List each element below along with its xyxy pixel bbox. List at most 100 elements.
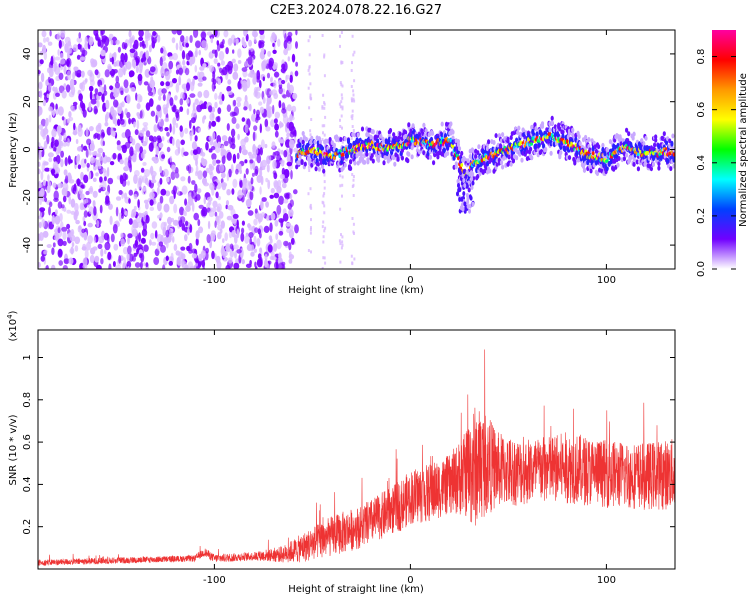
spectrogram-cell — [144, 169, 150, 177]
spectrogram-cell — [76, 178, 80, 187]
spectrogram-cell — [151, 241, 157, 246]
spectrogram-cell — [99, 204, 103, 214]
spectrogram-cell — [189, 59, 194, 66]
spectrogram-cell — [92, 190, 98, 198]
spectrogram-cell — [272, 42, 275, 48]
colorbar-strip — [712, 30, 736, 269]
spectrogram-cell — [309, 82, 312, 86]
spectrogram-cell — [667, 163, 671, 169]
spectrogram-cell — [49, 201, 53, 208]
spectrogram-cell — [519, 140, 523, 145]
spectrogram-cell — [627, 131, 631, 137]
spectrogram-cell — [248, 232, 254, 238]
spectrogram-cell — [341, 140, 344, 144]
spectrogram-cell — [114, 88, 120, 95]
spectrogram-cell — [214, 220, 217, 228]
spectrogram-cell — [145, 130, 151, 138]
spectrogram-cell — [279, 159, 285, 164]
spectrogram-cell — [266, 88, 272, 99]
spectrogram-cell — [343, 162, 347, 168]
spectrogram-cell — [121, 101, 125, 108]
spectrogram-cell — [549, 150, 553, 156]
spectrogram-cell — [460, 196, 464, 202]
spectrogram-cell — [132, 243, 138, 249]
spectrogram-cell — [322, 168, 326, 174]
spectrogram-cell — [290, 155, 294, 164]
spectrogram-cell — [293, 135, 297, 144]
spectrogram-cell — [550, 120, 554, 126]
spectrogram-cell — [243, 106, 248, 111]
spectrogram-cell — [270, 35, 275, 43]
spectrogram-cell — [350, 97, 353, 101]
spectrogram-cell — [145, 262, 149, 268]
spectrogram-cell — [175, 69, 180, 75]
spectrogram-cell — [242, 70, 248, 78]
spectrogram-cell — [241, 220, 245, 226]
spectrogram-cell — [47, 67, 52, 74]
spectrogram-cell — [72, 101, 78, 106]
spectrogram-cell — [140, 151, 146, 160]
spectrogram-cell — [142, 186, 146, 192]
spectrogram-cell — [109, 215, 113, 225]
spectrogram-cell — [252, 131, 256, 142]
spectrogram-cell — [349, 159, 353, 165]
spectrogram-cell — [275, 233, 279, 241]
spectrogram-cell — [221, 154, 226, 165]
spectrogram-cell — [62, 195, 67, 203]
spectrogram-cell — [38, 42, 43, 48]
spectrogram-cell — [95, 33, 99, 41]
spectrogram-cell — [175, 112, 180, 122]
spectrogram-cell — [100, 49, 106, 57]
spectrogram-cell — [165, 71, 171, 81]
spectrogram-cell — [73, 122, 76, 131]
spectrogram-cell — [182, 261, 188, 269]
spectrogram-cell — [143, 262, 146, 267]
spectrogram-cell — [341, 243, 344, 247]
spectrogram-cell — [251, 30, 258, 38]
spectrogram-cell — [231, 230, 236, 238]
spectrogram-cell — [158, 95, 162, 101]
spectrogram-cell — [64, 43, 69, 53]
spectrogram-cell — [232, 153, 237, 164]
spectrogram-cell — [83, 231, 88, 241]
spectrogram-cell — [60, 158, 64, 168]
spectrogram-cell — [278, 218, 285, 223]
spectrogram-cell — [233, 99, 237, 107]
spectrogram-cell — [40, 171, 44, 181]
spectrogram-cell — [323, 102, 326, 106]
spectrogram-cell — [100, 129, 105, 139]
spectrogram-cell — [465, 169, 469, 175]
spectrogram-cell — [446, 151, 450, 156]
spectrogram-cell — [228, 136, 232, 144]
spectrogram-cell — [595, 171, 600, 177]
spectrogram-cell — [258, 41, 265, 49]
spectrogram-cell — [407, 151, 411, 157]
spectrogram-cell — [142, 161, 147, 166]
spectrogram-cell — [94, 69, 99, 76]
spectrogram-cell — [274, 130, 279, 138]
spectrogram-cell — [309, 203, 312, 207]
spectrogram-cell — [259, 256, 263, 267]
spectrogram-cell — [147, 91, 154, 97]
spectrogram-cell — [170, 252, 174, 261]
spectrogram-cell — [321, 138, 324, 142]
spectrogram-cell — [198, 127, 201, 133]
spectrogram-cell — [404, 133, 408, 139]
spectrogram-cell — [124, 210, 128, 216]
spectrogram-cell — [588, 164, 592, 169]
spectrogram-cell — [106, 111, 110, 120]
spectrogram-cell — [324, 115, 327, 119]
spectrogram-cell — [149, 239, 152, 246]
spectrogram-cell — [139, 146, 143, 154]
spectrogram-cell — [352, 129, 355, 132]
spectrogram-cell — [84, 36, 88, 46]
spectrogram-cell — [279, 121, 282, 129]
spectrogram-cell — [231, 188, 235, 195]
spectrogram-cell — [202, 170, 208, 178]
spectrogram-cell — [622, 156, 627, 162]
spectrogram-cell — [509, 161, 513, 167]
spectrogram-cell — [260, 200, 264, 210]
spectrogram-cell — [301, 131, 305, 136]
spectrogram-cell — [78, 32, 81, 39]
spectrogram-cell — [84, 158, 87, 164]
